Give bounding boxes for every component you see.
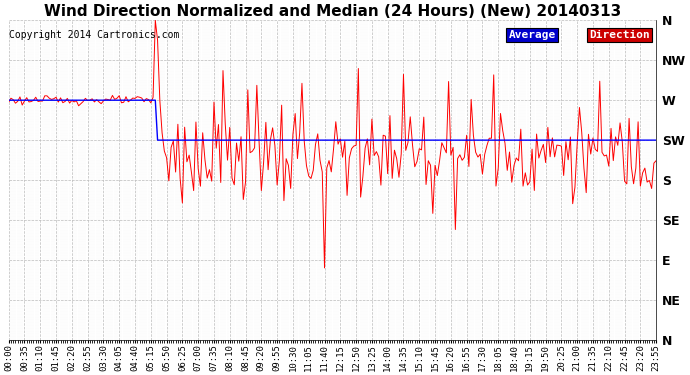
Title: Wind Direction Normalized and Median (24 Hours) (New) 20140313: Wind Direction Normalized and Median (24… [43, 4, 621, 19]
Text: Direction: Direction [589, 30, 650, 40]
Text: Copyright 2014 Cartronics.com: Copyright 2014 Cartronics.com [9, 30, 179, 40]
Text: Average: Average [509, 30, 555, 40]
